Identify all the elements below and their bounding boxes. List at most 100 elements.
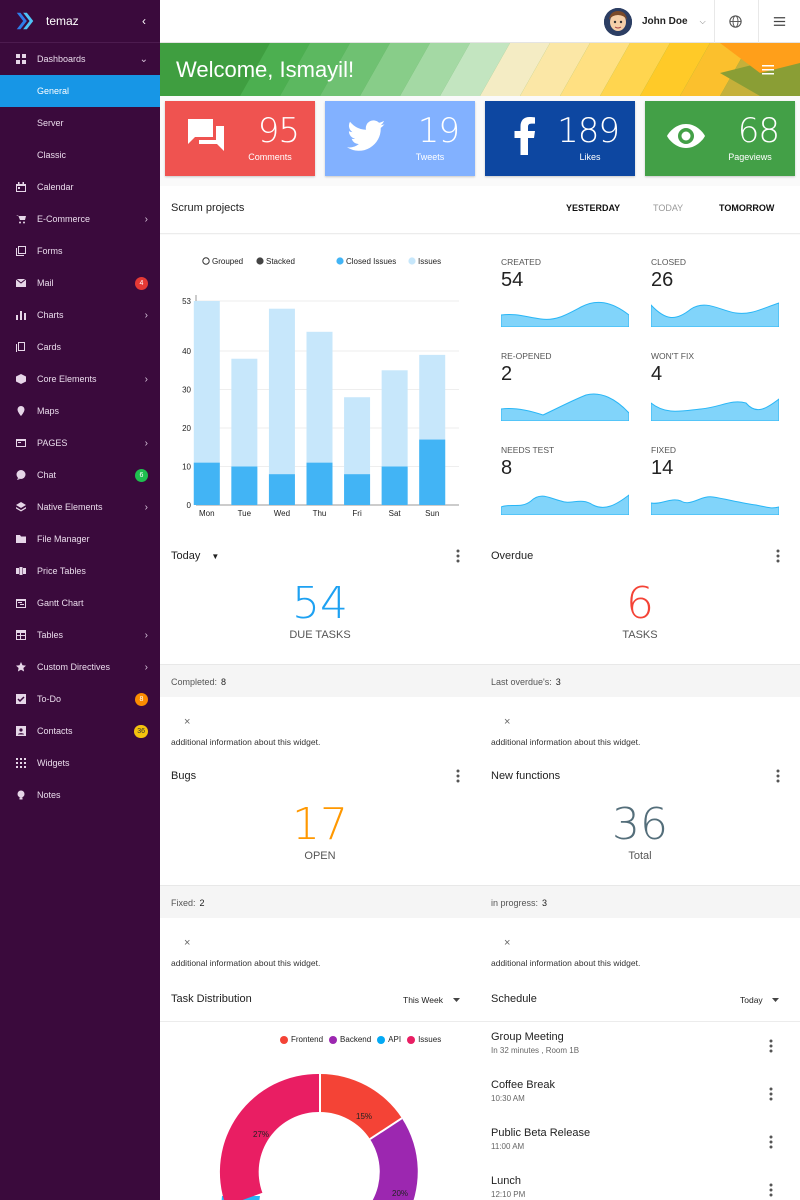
schedule-item[interactable]: Group Meeting In 32 minutes , Room 1B — [491, 1031, 791, 1079]
more-vert-icon[interactable] — [769, 1183, 773, 1197]
language-button[interactable] — [714, 0, 756, 43]
widget-info: additional information about this widget… — [171, 958, 321, 968]
donut-slice-backend — [370, 1118, 418, 1200]
cards-icon — [16, 342, 26, 352]
more-vert-icon[interactable] — [776, 549, 780, 563]
donut-slice-issues — [219, 1073, 320, 1200]
stat-value: 95 — [257, 111, 300, 151]
more-vert-icon[interactable] — [769, 1087, 773, 1101]
sidebar-item-notes[interactable]: Notes — [0, 779, 160, 811]
close-icon[interactable]: × — [184, 937, 191, 949]
caret-down-icon[interactable] — [772, 998, 779, 1002]
sidebar-item-core-elements[interactable]: Core Elements › — [0, 363, 160, 395]
avatar — [604, 7, 632, 36]
sidebar-item-general[interactable]: General — [0, 75, 160, 107]
layers-icon — [16, 502, 26, 512]
stat-card-pageviews[interactable]: 68 Pageviews — [645, 101, 795, 176]
issues-bar-chart: Grouped Stacked Closed Issues Issues 0 10 20 30… — [182, 257, 459, 518]
sidebar-item-chat[interactable]: Chat 6 — [0, 459, 160, 491]
tab-yesterday[interactable]: YESTERDAY — [566, 203, 621, 213]
legend-option-stacked: Stacked — [266, 257, 295, 266]
sidebar-item-classic[interactable]: Classic — [0, 139, 160, 171]
sidebar-item-dashboards[interactable]: Dashboards ⌄ — [0, 43, 160, 75]
metric-value: 8 — [501, 457, 513, 479]
bar-closed-issues — [381, 466, 408, 505]
sidebar-item-pages[interactable]: PAGES › — [0, 427, 160, 459]
chevron-icon: › — [144, 437, 148, 449]
pages-icon — [16, 438, 26, 448]
sidebar-item-cards[interactable]: Cards — [0, 331, 160, 363]
schedule-item[interactable]: Lunch 12:10 PM — [491, 1175, 791, 1200]
stat-card-comments[interactable]: 95 Comments — [165, 101, 315, 176]
legend-swatch — [377, 1035, 386, 1044]
tab-today[interactable]: TODAY — [653, 203, 684, 213]
sidebar-item-forms[interactable]: Forms — [0, 235, 160, 267]
sidebar-item-price-tables[interactable]: Price Tables — [0, 555, 160, 587]
more-vert-icon[interactable] — [769, 1135, 773, 1149]
legend-label: Backend — [340, 1035, 372, 1044]
more-vert-icon[interactable] — [769, 1039, 773, 1053]
stat-card-likes[interactable]: 189 Likes — [485, 101, 635, 176]
menu-button[interactable] — [758, 0, 800, 43]
more-vert-icon[interactable] — [776, 769, 780, 783]
sidebar-item-calendar[interactable]: Calendar — [0, 171, 160, 203]
close-icon[interactable]: × — [184, 716, 191, 728]
sidebar-collapse-button[interactable]: ‹ — [142, 14, 146, 28]
sidebar-item-maps[interactable]: Maps — [0, 395, 160, 427]
sidebar-item-contacts[interactable]: Contacts 36 — [0, 715, 160, 747]
chevron-down-icon: ⌵ — [699, 16, 706, 26]
widget-value: 36 — [612, 799, 668, 850]
bar-closed-issues — [306, 462, 333, 505]
banner-title: Welcome, Ismayil! — [176, 57, 355, 82]
sidebar-item-tables[interactable]: Tables › — [0, 619, 160, 651]
task-distribution-body: Frontend Backend API Issues 15% 20% 27% — [160, 1022, 480, 1200]
stat-label: Tweets — [415, 152, 445, 162]
mail-icon — [16, 278, 26, 288]
widget-value: 6 — [626, 578, 654, 629]
metric-created: CREATED 54 — [501, 257, 629, 327]
stat-card-tweets[interactable]: 19 Tweets — [325, 101, 475, 176]
caret-down-icon[interactable] — [453, 998, 460, 1002]
tab-tomorrow[interactable]: TOMORROW — [719, 203, 775, 213]
sidebar-item-custom-directives[interactable]: Custom Directives › — [0, 651, 160, 683]
close-icon[interactable]: × — [504, 937, 511, 949]
period-select[interactable]: This Week — [403, 995, 443, 1005]
banner-menu-icon[interactable] — [762, 65, 774, 75]
sidebar-item-widgets[interactable]: Widgets — [0, 747, 160, 779]
sidebar-item-e-commerce[interactable]: E-Commerce › — [0, 203, 160, 235]
sidebar-item-label: Gantt Chart — [37, 598, 84, 608]
widget-caption: TASKS — [622, 629, 658, 641]
legend-radio-grouped — [202, 257, 210, 265]
schedule-item[interactable]: Coffee Break 10:30 AM — [491, 1079, 791, 1127]
sidebar-item-label: Mail — [37, 278, 54, 288]
schedule-header: Schedule Today — [480, 980, 800, 1022]
user-menu[interactable]: John Doe ⌵ — [604, 6, 706, 37]
sidebar-item-charts[interactable]: Charts › — [0, 299, 160, 331]
more-vert-icon[interactable] — [456, 769, 460, 783]
metric-value: 4 — [651, 363, 663, 385]
schedule-item-title: Public Beta Release — [491, 1127, 591, 1139]
close-icon[interactable]: × — [504, 716, 511, 728]
metric-reopened: RE-OPENED 2 — [501, 351, 629, 421]
widget-caption: Total — [628, 850, 652, 862]
chat-icon — [16, 470, 26, 480]
metric-value: 2 — [501, 363, 513, 385]
sidebar-item-to-do[interactable]: To-Do 8 — [0, 683, 160, 715]
sidebar-item-label: Native Elements — [37, 502, 103, 512]
bar-closed-issues — [193, 462, 220, 505]
schedule-item[interactable]: Public Beta Release 11:00 AM — [491, 1127, 791, 1175]
count-badge: 36 — [134, 724, 148, 738]
sidebar-item-mail[interactable]: Mail 4 — [0, 267, 160, 299]
metric-needs-test: NEEDS TEST 8 — [501, 445, 629, 515]
more-vert-icon[interactable] — [456, 549, 460, 563]
sidebar-item-file-manager[interactable]: File Manager — [0, 523, 160, 555]
caret-down-icon[interactable]: ▼ — [211, 552, 220, 561]
sidebar-item-native-elements[interactable]: Native Elements › — [0, 491, 160, 523]
sidebar-item-server[interactable]: Server — [0, 107, 160, 139]
sidebar-item-label: Calendar — [37, 182, 74, 192]
welcome-banner: Welcome, Ismayil! — [160, 43, 800, 96]
period-select[interactable]: Today — [740, 995, 763, 1005]
sidebar-item-gantt-chart[interactable]: Gantt Chart — [0, 587, 160, 619]
cube-icon — [16, 374, 26, 384]
x-tick-label: Sat — [389, 509, 402, 518]
